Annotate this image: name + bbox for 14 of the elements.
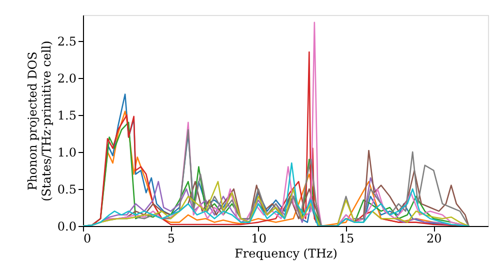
x-tick-label: 0: [84, 232, 92, 246]
x-tick-label: 15: [338, 232, 354, 246]
y-tick-label: 1.5: [57, 108, 76, 122]
line-series: [83, 162, 470, 226]
x-tick-label: 5: [167, 232, 175, 246]
y-tick-label: 2.5: [57, 34, 76, 48]
x-tick-label: 10: [251, 232, 266, 246]
y-tick-label: 0.0: [57, 220, 76, 234]
x-axis-title: Frequency (THz): [234, 246, 338, 260]
y-tick-label: 1.0: [57, 145, 76, 160]
y-tick-label: 2.0: [57, 71, 76, 86]
y-axis-title: Phonon projected DOS (States/THz·primitive cell): [25, 40, 54, 202]
y-tick-label: 0.5: [57, 182, 76, 196]
x-tick-label: 20: [426, 232, 442, 246]
